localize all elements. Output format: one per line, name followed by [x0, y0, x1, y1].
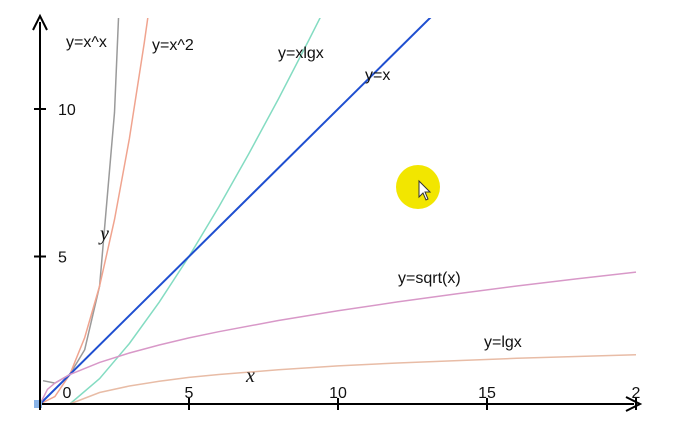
- y-axis-label: y: [98, 223, 109, 245]
- x-axis-label: x: [245, 365, 255, 387]
- curve: [69, 353, 637, 405]
- y-tick-label: 5: [58, 250, 67, 267]
- x-axis-arrow: [625, 396, 643, 412]
- x-tick-label: 10: [329, 385, 347, 402]
- curve-label: y=lgx: [484, 334, 522, 351]
- x-tick-label: 2: [632, 385, 641, 402]
- curve-label: y=xlgx: [278, 45, 324, 62]
- curve-label: y=sqrt(x): [398, 270, 461, 287]
- curve: [69, 18, 321, 405]
- curve: [39, 18, 149, 405]
- x-tick-label: 15: [478, 385, 496, 402]
- curve-label: y=x: [365, 67, 390, 84]
- mouse-pointer: [418, 179, 432, 201]
- x-tick-label: 0: [63, 385, 72, 402]
- curve: [39, 271, 637, 405]
- curve: [39, 18, 432, 405]
- curves: [39, 18, 637, 405]
- x-tick-label: 5: [185, 385, 194, 402]
- y-axis-arrow: [32, 13, 48, 31]
- origin-marker: [34, 400, 42, 408]
- curve-label: y=x^x: [66, 34, 107, 51]
- curve-label: y=x^2: [152, 37, 194, 54]
- cursor-highlight: [396, 165, 440, 209]
- y-tick-label: 10: [58, 102, 76, 119]
